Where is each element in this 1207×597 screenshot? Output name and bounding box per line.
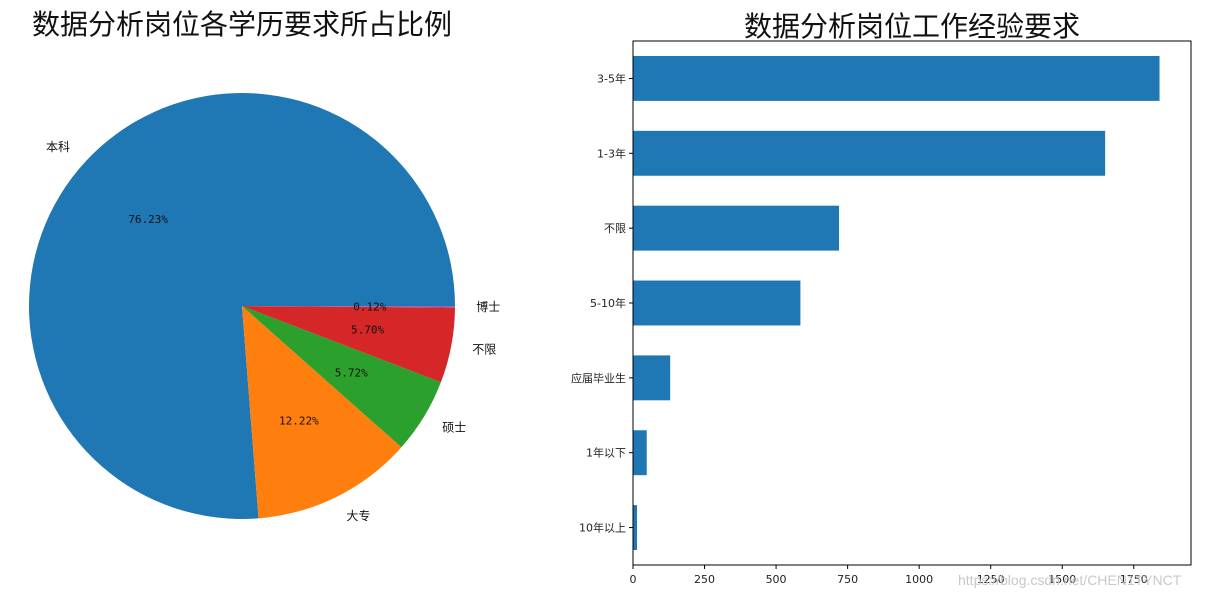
x-tick-label-0: 0 <box>630 573 637 586</box>
bar-4 <box>633 355 671 401</box>
x-tick-label-2: 500 <box>766 573 787 586</box>
x-tick-label-1: 250 <box>694 573 715 586</box>
bar-1 <box>633 130 1106 176</box>
watermark-text: https://blog.csdn.net/CHEN1TYNCT <box>958 572 1182 588</box>
x-tick-label-4: 1000 <box>905 573 933 586</box>
y-tick-label-0: 3-5年 <box>597 71 626 85</box>
pie-slice-percent-4: 0.12% <box>353 300 386 313</box>
pie-slice-label-3: 不限 <box>472 342 496 356</box>
x-tick-label-7: 1750 <box>1120 573 1148 586</box>
bar-chart-title: 数据分析岗位工作经验要求 <box>744 10 1080 43</box>
pie-slice-percent-0: 76.23% <box>128 213 168 226</box>
pie-slice-4 <box>242 306 455 308</box>
pie-slice-2 <box>242 306 441 448</box>
x-tick-label-3: 750 <box>837 573 858 586</box>
pie-slice-1 <box>242 306 402 519</box>
pie-slice-label-0: 本科 <box>46 140 70 154</box>
pie-chart-title: 数据分析岗位各学历要求所占比例 <box>32 8 452 41</box>
bar-5 <box>633 430 647 476</box>
bar-0 <box>633 55 1160 101</box>
pie-slice-label-2: 硕士 <box>442 421 466 435</box>
bar-2 <box>633 205 840 251</box>
bar-chart-axes-frame <box>632 40 1192 566</box>
x-tick-label-5: 1250 <box>977 573 1005 586</box>
bar-3 <box>633 280 801 326</box>
pie-slice-percent-2: 5.72% <box>335 366 368 379</box>
pie-slice-label-1: 大专 <box>346 508 370 523</box>
y-tick-label-6: 10年以上 <box>579 521 626 535</box>
y-tick-label-2: 不限 <box>604 222 626 235</box>
y-tick-label-5: 1年以下 <box>586 446 626 460</box>
bar-6 <box>633 505 638 551</box>
pie-slice-3 <box>242 306 455 383</box>
pie-slice-label-4: 博士 <box>476 299 500 314</box>
pie-slice-percent-1: 12.22% <box>279 414 319 427</box>
pie-slice-percent-3: 5.70% <box>351 324 384 337</box>
pie-chart: 本科 76.23% 大专 12.22% 硕士 5.72% 不限 5.70% 博士 0.12% <box>29 92 500 523</box>
x-tick-label-6: 1500 <box>1048 573 1076 586</box>
y-tick-label-3: 5-10年 <box>590 296 626 310</box>
y-tick-label-4: 应届毕业生 <box>571 371 626 385</box>
y-tick-label-1: 1-3年 <box>597 146 626 160</box>
